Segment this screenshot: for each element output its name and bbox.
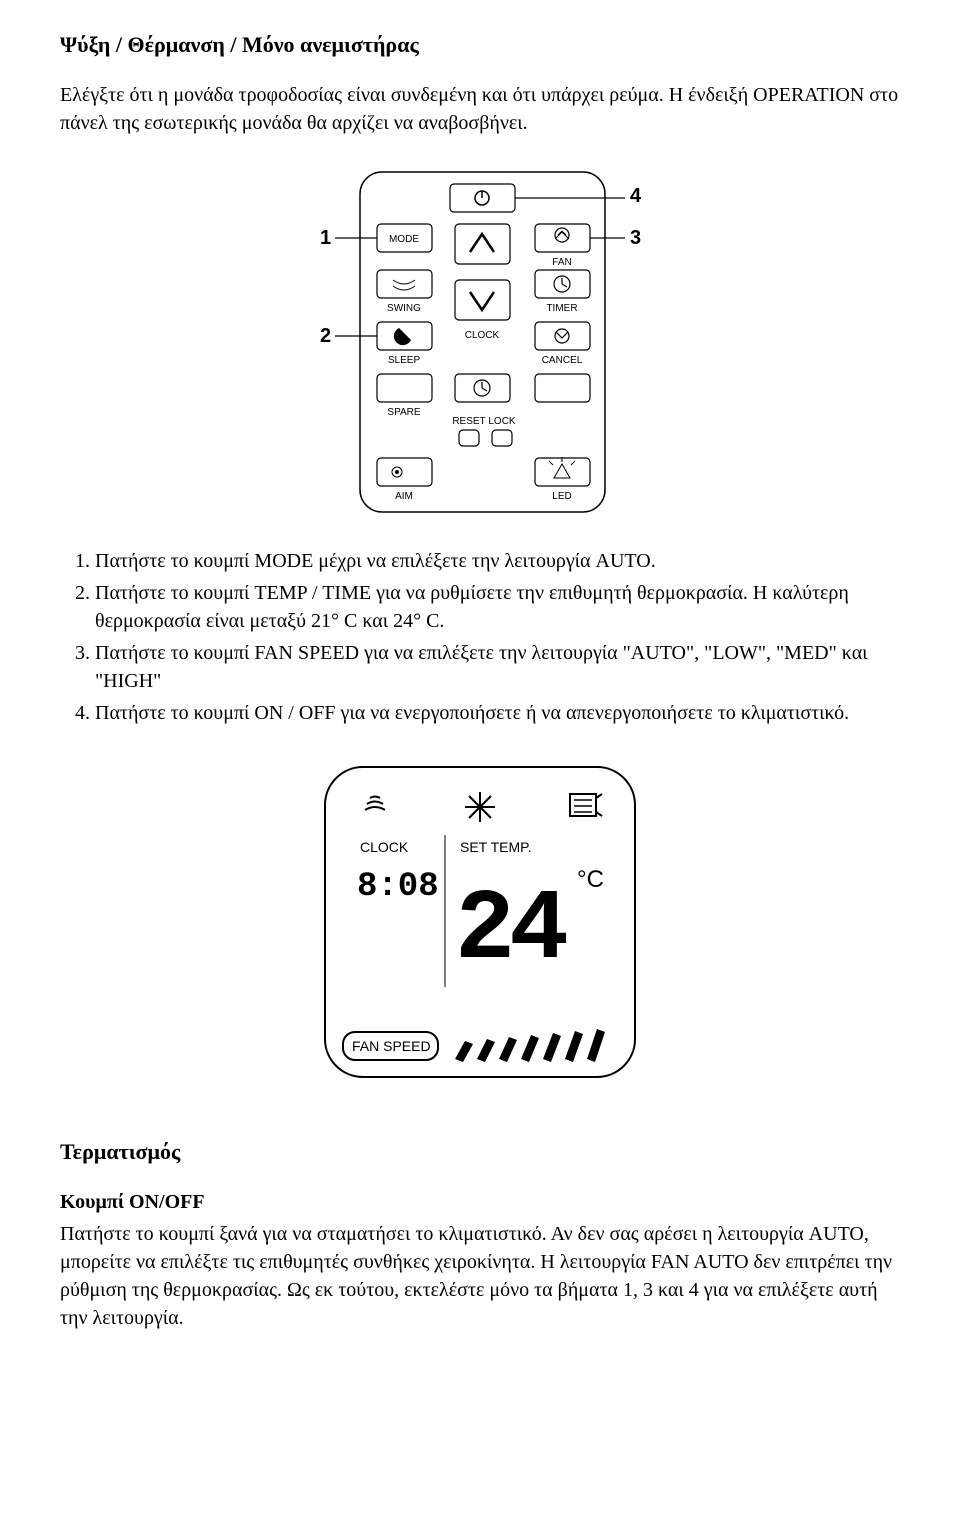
callout-3: 3 <box>630 227 641 249</box>
fan-label: FAN <box>552 257 571 268</box>
aim-label: AIM <box>395 491 413 502</box>
display-diagram: CLOCK 8:08 SET TEMP. 24 °C FAN SPEED <box>315 757 645 1087</box>
clock-value: 8:08 <box>357 868 439 906</box>
section2-text: Πατήστε το κουμπί ξανά για να σταματήσει… <box>60 1220 900 1332</box>
intro-text: Ελέγξτε ότι η μονάδα τροφοδοσίας είναι σ… <box>60 81 900 137</box>
callout-4: 4 <box>630 185 642 207</box>
mode-label: MODE <box>389 234 419 245</box>
lock-label: LOCK <box>488 416 516 427</box>
page-title: Ψύξη / Θέρμανση / Μόνο ανεμιστήρας <box>60 30 900 61</box>
callout-1: 1 <box>320 227 331 249</box>
callout-2: 2 <box>320 325 331 347</box>
turbo-label: TURBO <box>544 383 580 394</box>
step-item: Πατήστε το κουμπί TEMP / TIME για να ρυθ… <box>95 579 900 635</box>
clock-label: CLOCK <box>465 330 500 341</box>
steps-list: Πατήστε το κουμπί MODE μέχρι να επιλέξετ… <box>60 547 900 727</box>
temp-unit: °C <box>577 866 604 893</box>
step-item: Πατήστε το κουμπί ON / OFF για να ενεργο… <box>95 699 900 727</box>
onoff-subtitle: Κουμπί ON/OFF <box>60 1191 205 1213</box>
spare-label: SPARE <box>387 407 420 418</box>
step-item: Πατήστε το κουμπί FAN SPEED για να επιλέ… <box>95 639 900 695</box>
step-item: Πατήστε το κουμπί MODE μέχρι να επιλέξετ… <box>95 547 900 575</box>
cancel-label: CANCEL <box>542 355 583 366</box>
fanspeed-label: FAN SPEED <box>352 1038 431 1054</box>
temp-value: 24 <box>455 875 567 988</box>
sleep-label: SLEEP <box>388 355 421 366</box>
clock-disp-label: CLOCK <box>360 839 409 855</box>
timer-label: TIMER <box>546 303 577 314</box>
settemp-label: SET TEMP. <box>460 839 532 855</box>
section2-title: Τερματισμός <box>60 1137 900 1168</box>
swing-label: SWING <box>387 303 421 314</box>
led-label: LED <box>552 491 571 502</box>
reset-label: RESET <box>452 416 485 427</box>
remote-diagram: MODE FAN SWING TIMER SLEEP CLOCK CANCEL … <box>265 162 695 522</box>
